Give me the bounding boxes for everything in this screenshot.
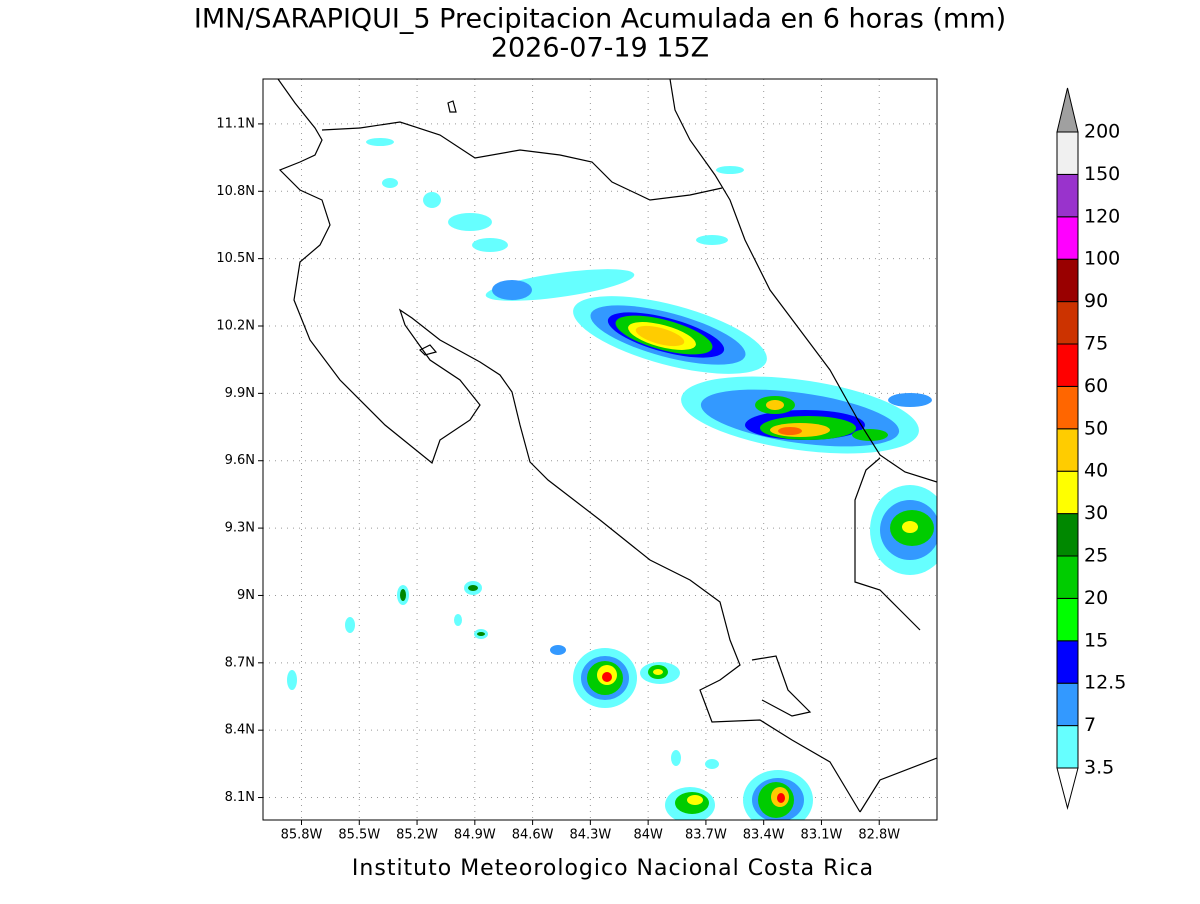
colorbar: 3.5 7 12.5 15 20 25 30 40 50 60 75 90 100 120 150 200 bbox=[1056, 87, 1126, 810]
lon-tick-label: 83.4W bbox=[743, 828, 785, 843]
colorbar-label: 200 bbox=[1084, 121, 1120, 143]
lat-tick-label: 9.6N bbox=[225, 453, 255, 468]
lon-tick-label: 84.6W bbox=[512, 828, 554, 843]
colorbar-label: 75 bbox=[1084, 333, 1108, 355]
colorbar-box bbox=[1056, 555, 1079, 599]
colorbar-label: 40 bbox=[1084, 460, 1108, 482]
colorbar-box bbox=[1056, 513, 1079, 557]
colorbar-box bbox=[1056, 428, 1079, 472]
lon-tick-label: 85.5W bbox=[338, 828, 380, 843]
lat-tick-label: 11.1N bbox=[216, 116, 255, 131]
colorbar-label: 150 bbox=[1084, 163, 1120, 185]
colorbar-box bbox=[1056, 725, 1079, 769]
colorbar-label: 120 bbox=[1084, 205, 1120, 227]
colorbar-label: 60 bbox=[1084, 375, 1108, 397]
colorbar-label: 50 bbox=[1084, 417, 1108, 439]
colorbar-box bbox=[1056, 216, 1079, 260]
map-frame bbox=[262, 78, 938, 821]
precip-blobs bbox=[287, 138, 937, 820]
colorbar-box bbox=[1056, 470, 1079, 515]
colorbar-box bbox=[1056, 385, 1079, 430]
colorbar-box bbox=[1056, 173, 1079, 218]
lon-tick-label: 83.1W bbox=[801, 828, 843, 843]
lon-tick-label: 85.8W bbox=[281, 828, 323, 843]
lon-tick-label: 84W bbox=[633, 828, 663, 843]
lon-tick-label: 83.7W bbox=[685, 828, 727, 843]
colorbar-box bbox=[1056, 131, 1079, 175]
colorbar-box bbox=[1056, 301, 1079, 345]
colorbar-label: 20 bbox=[1084, 587, 1108, 609]
colorbar-label: 30 bbox=[1084, 502, 1108, 524]
colorbar-box bbox=[1056, 597, 1079, 642]
lat-tick-label: 9.3N bbox=[225, 521, 255, 536]
lat-tick-label: 10.5N bbox=[216, 251, 255, 266]
lat-tick-label: 8.4N bbox=[225, 723, 255, 738]
colorbar-box bbox=[1056, 343, 1079, 387]
lat-tick-label: 9.9N bbox=[225, 386, 255, 401]
colorbar-below bbox=[1056, 767, 1079, 810]
lat-tick-label: 8.1N bbox=[225, 790, 255, 805]
colorbar-label: 3.5 bbox=[1084, 757, 1114, 779]
precip-field bbox=[277, 79, 937, 820]
colorbar-label: 100 bbox=[1084, 248, 1120, 270]
footer: Instituto Meteorologico Nacional Costa R… bbox=[352, 856, 874, 881]
lon-tick-label: 84.9W bbox=[454, 828, 496, 843]
colorbar-label: 15 bbox=[1084, 629, 1108, 651]
lat-tick-label: 8.7N bbox=[225, 655, 255, 670]
colorbar-above bbox=[1056, 87, 1079, 133]
colorbar-label: 90 bbox=[1084, 290, 1108, 312]
lon-tick-label: 85.2W bbox=[396, 828, 438, 843]
colorbar-label: 25 bbox=[1084, 545, 1108, 567]
colorbar-label: 12.5 bbox=[1084, 672, 1126, 694]
lon-tick-label: 82.8W bbox=[858, 828, 900, 843]
subtitle: 2026-07-19 15Z bbox=[491, 33, 709, 64]
coastlines bbox=[277, 79, 937, 813]
colorbar-label: 7 bbox=[1084, 714, 1096, 736]
title: IMN/SARAPIQUI_5 Precipitacion Acumulada … bbox=[194, 4, 1006, 35]
lon-tick-label: 84.3W bbox=[569, 828, 611, 843]
colorbar-box bbox=[1056, 682, 1079, 727]
lat-tick-label: 10.2N bbox=[216, 319, 255, 334]
colorbar-box bbox=[1056, 258, 1079, 303]
colorbar-box bbox=[1056, 640, 1079, 684]
lat-tick-label: 10.8N bbox=[216, 184, 255, 199]
lat-tick-label: 9N bbox=[237, 588, 255, 603]
